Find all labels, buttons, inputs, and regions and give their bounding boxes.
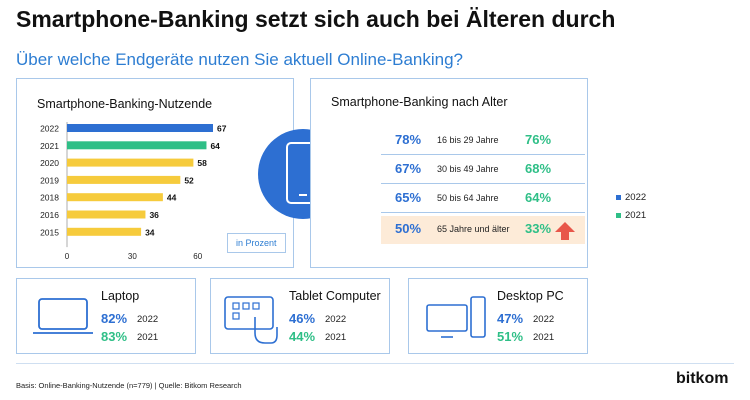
age-label: 30 bis 49 Jahre: [437, 164, 499, 174]
bar-chart-svg: 2022 67 2021 64 2020 58 2019 52 2018 44 2016 36 2015…: [40, 122, 227, 261]
legend-label: 2022: [625, 192, 647, 203]
age-table-panel: Smartphone-Banking nach Alter 78% 16 bis…: [310, 78, 588, 268]
bar: [67, 141, 207, 150]
bar: [67, 158, 194, 167]
age-value-2021: 33%: [525, 221, 552, 236]
value-label: 44: [167, 193, 177, 203]
device-value-2021: 83%: [101, 329, 128, 344]
tablet-icon: [224, 296, 278, 344]
age-table-title: Smartphone-Banking nach Alter: [331, 95, 508, 109]
x-tick-label: 60: [193, 252, 202, 261]
bar: [67, 227, 142, 236]
device-name: Desktop PC: [497, 289, 564, 303]
device-card-tablet: Tablet Computer 46% 2022 44% 2021: [210, 278, 390, 354]
divider: [16, 363, 734, 364]
value-label: 67: [217, 124, 227, 134]
category-label: 2021: [40, 141, 59, 151]
age-value-2022: 67%: [395, 161, 422, 176]
age-value-2022: 50%: [395, 221, 422, 236]
age-row: 78% 16 bis 29 Jahre 76%: [381, 127, 585, 155]
arrow-up-icon: [555, 222, 575, 240]
age-row: 65% 50 bis 64 Jahre 64%: [381, 185, 585, 213]
laptop-icon: [33, 298, 93, 334]
legend-item-2022: 2022: [616, 192, 646, 203]
device-year-2022: 2022: [137, 314, 159, 325]
device-card-desktop: Desktop PC 47% 2022 51% 2021: [408, 278, 588, 354]
bar: [67, 124, 213, 132]
device-value-2021: 51%: [497, 329, 524, 344]
age-value-2021: 68%: [525, 161, 552, 176]
bar: [67, 193, 163, 202]
category-label: 2018: [40, 193, 59, 203]
device-year-2021: 2021: [533, 332, 555, 343]
category-label: 2020: [40, 158, 59, 168]
age-value-2021: 64%: [525, 190, 552, 205]
x-tick-label: 0: [65, 252, 70, 261]
page-title: Smartphone-Banking setzt sich auch bei Ä…: [16, 6, 616, 32]
value-label: 58: [197, 158, 207, 168]
value-label: 36: [149, 210, 159, 220]
device-name: Laptop: [101, 289, 140, 303]
legend-item-2021: 2021: [616, 210, 646, 221]
desktop-icon: [426, 296, 486, 338]
age-value-2021: 76%: [525, 132, 552, 147]
age-value-2022: 65%: [395, 190, 422, 205]
bar: [67, 210, 146, 219]
device-year-2021: 2021: [325, 332, 347, 343]
bar: [67, 175, 181, 184]
footer-source: Basis: Online-Banking-Nutzende (n=779) |…: [16, 381, 242, 390]
device-name: Tablet Computer: [289, 289, 381, 303]
legend-label: 2021: [625, 210, 647, 221]
unit-note: in Prozent: [227, 233, 286, 253]
x-tick-label: 30: [128, 252, 137, 261]
page-subtitle: Über welche Endgeräte nutzen Sie aktuell…: [16, 50, 463, 69]
age-row-highlight: 50% 65 Jahre und älter 33%: [381, 216, 585, 244]
age-value-2022: 78%: [395, 132, 422, 147]
device-year-2022: 2022: [533, 314, 555, 325]
device-value-2022: 82%: [101, 311, 128, 326]
age-label: 65 Jahre und älter: [437, 224, 510, 234]
device-value-2022: 46%: [289, 311, 316, 326]
age-row: 67% 30 bis 49 Jahre 68%: [381, 156, 585, 184]
category-label: 2019: [40, 175, 59, 185]
device-year-2021: 2021: [137, 332, 159, 343]
category-label: 2015: [40, 227, 59, 237]
value-label: 34: [145, 227, 155, 237]
brand-logo: bitkom: [676, 370, 729, 387]
bar-chart-title: Smartphone-Banking-Nutzende: [37, 97, 213, 111]
category-label: 2016: [40, 210, 59, 220]
value-label: 52: [184, 175, 194, 185]
legend-swatch: [616, 212, 621, 218]
bar-chart-panel: Smartphone-Banking-Nutzende 2022 67 2021 64…: [16, 78, 294, 268]
age-label: 50 bis 64 Jahre: [437, 193, 499, 203]
device-value-2022: 47%: [497, 311, 524, 326]
value-label: 64: [210, 141, 220, 151]
legend-swatch: [616, 194, 621, 200]
age-label: 16 bis 29 Jahre: [437, 135, 499, 145]
device-year-2022: 2022: [325, 314, 347, 325]
device-value-2021: 44%: [289, 329, 316, 344]
category-label: 2022: [40, 124, 59, 134]
device-card-laptop: Laptop 82% 2022 83% 2021: [16, 278, 196, 354]
